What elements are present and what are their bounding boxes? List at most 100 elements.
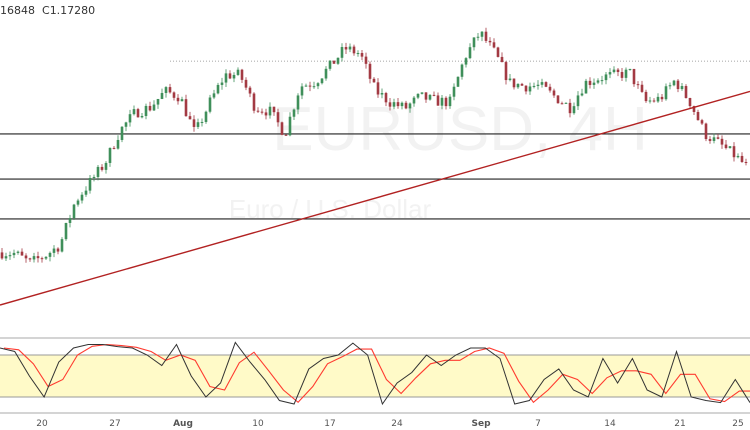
candle-up <box>96 166 100 177</box>
candle-down <box>388 102 392 107</box>
candle-down <box>652 100 656 102</box>
candle-up <box>92 176 96 179</box>
candle-up <box>80 194 84 201</box>
candle-up <box>300 86 304 96</box>
candle-up <box>268 106 272 116</box>
candle-down <box>56 248 60 252</box>
candle-down <box>252 93 256 111</box>
candle-up <box>380 93 384 95</box>
candle-up <box>316 83 320 87</box>
stoch-k-line <box>0 341 750 406</box>
candle-down <box>384 93 388 103</box>
candle-up <box>468 47 472 59</box>
candle-down <box>616 69 620 73</box>
candle-down <box>424 92 428 100</box>
candle-down <box>136 109 140 118</box>
candle-up <box>16 251 20 253</box>
x-tick-label: 7 <box>535 419 541 429</box>
candle-up <box>200 121 204 123</box>
candle-down <box>0 252 4 259</box>
candle-up <box>128 114 132 123</box>
x-tick-label: Sep <box>471 419 491 429</box>
candle-up <box>76 200 80 205</box>
candle-down <box>396 102 400 107</box>
candle-up <box>648 100 652 102</box>
candle-up <box>540 82 544 85</box>
x-tick-label: 25 <box>732 419 743 429</box>
candle-up <box>392 102 396 107</box>
candle-up <box>324 68 328 79</box>
candle-up <box>480 31 484 37</box>
candle-down <box>716 137 720 139</box>
candle-up <box>656 96 660 102</box>
candle-up <box>712 137 716 141</box>
stoch-d-line <box>3 343 750 404</box>
candle-down <box>184 99 188 117</box>
candle-down <box>720 138 724 145</box>
candle-down <box>744 161 748 163</box>
candle-down <box>676 80 680 90</box>
candle-up <box>532 85 536 87</box>
legend-close-label: C <box>42 4 50 17</box>
candle-down <box>688 98 692 107</box>
candle-down <box>176 97 180 102</box>
candle-up <box>224 73 228 83</box>
candle-up <box>680 86 684 90</box>
candle-down <box>548 86 552 91</box>
candle-down <box>276 112 280 123</box>
candle-down <box>168 87 172 93</box>
candle-up <box>160 92 164 99</box>
candle-up <box>64 222 68 240</box>
candle-up <box>320 78 324 84</box>
candle-down <box>244 79 248 88</box>
candle-up <box>564 102 568 104</box>
candle-up <box>152 104 156 111</box>
candle-up <box>120 126 124 140</box>
candle-up <box>8 255 12 257</box>
candle-down <box>568 102 572 114</box>
candle-down <box>544 82 548 87</box>
candle-up <box>452 86 456 97</box>
candle-down <box>248 87 252 94</box>
candle-up <box>296 95 300 110</box>
candle-down <box>556 95 560 104</box>
candle-down <box>256 110 260 112</box>
candle-up <box>44 256 48 259</box>
trendline <box>0 90 750 306</box>
candle-up <box>236 69 240 75</box>
legend-close-value: 1.17280 <box>49 4 96 17</box>
candle-up <box>292 109 296 117</box>
candle-up <box>628 68 632 70</box>
candle-down <box>520 83 524 86</box>
candle-down <box>692 106 696 112</box>
candle-up <box>140 116 144 118</box>
candle-down <box>332 60 336 64</box>
candle-down <box>560 103 564 105</box>
candle-up <box>312 86 316 88</box>
candle-down <box>364 56 368 64</box>
ohlc-legend: 16848 C1.17280 <box>0 4 95 17</box>
x-tick-label: 17 <box>324 419 335 429</box>
candle-down <box>284 134 288 136</box>
candle-up <box>72 204 76 219</box>
candle-up <box>216 84 220 94</box>
candle-down <box>660 96 664 100</box>
candle-up <box>412 97 416 104</box>
x-tick-label: 14 <box>604 419 616 429</box>
candle-up <box>304 85 308 87</box>
watermark-symbol: EURUSD, 4H <box>272 95 648 164</box>
candle-up <box>464 58 468 65</box>
candle-up <box>416 93 420 98</box>
candle-up <box>528 86 532 92</box>
candle-down <box>684 86 688 99</box>
candle-up <box>428 94 432 100</box>
candle-up <box>32 256 36 260</box>
candle-up <box>4 256 8 259</box>
candle-up <box>592 82 596 85</box>
candle-down <box>112 147 116 149</box>
candle-up <box>728 146 732 149</box>
candle-up <box>68 218 72 223</box>
candle-down <box>192 119 196 127</box>
candle-down <box>512 78 516 88</box>
